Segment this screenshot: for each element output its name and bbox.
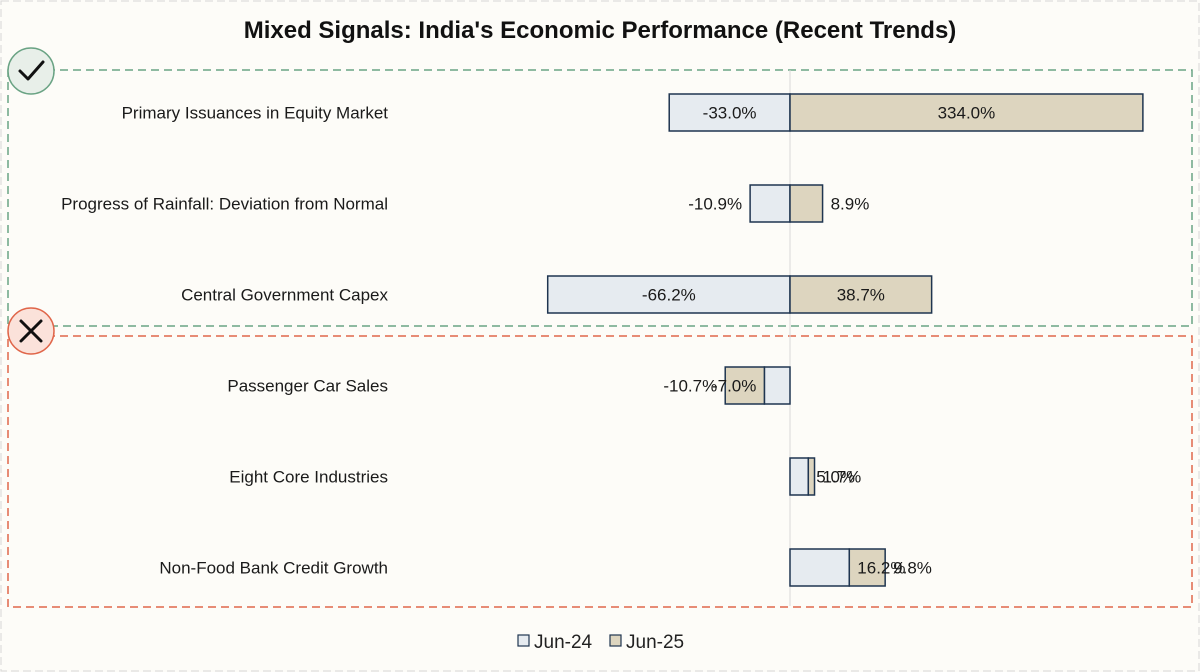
data-label: -7.0% xyxy=(712,377,756,396)
data-label: 5.0% xyxy=(816,468,855,487)
legend-item: Jun-24 xyxy=(517,632,593,653)
bar-jun-25 xyxy=(848,548,886,587)
group-frame-positive xyxy=(7,69,1193,327)
legend: Jun-24 Jun-25 xyxy=(517,632,684,653)
data-label: 1.7% xyxy=(823,468,862,487)
bar-jun-24 xyxy=(749,184,791,223)
category-label: Eight Core Industries xyxy=(229,468,388,487)
chart-title: Mixed Signals: India's Economic Performa… xyxy=(244,17,957,44)
bar-jun-25 xyxy=(724,366,766,405)
legend-item: Jun-25 xyxy=(609,632,684,653)
data-label: 334.0% xyxy=(938,104,996,123)
x-mark-icon xyxy=(7,307,55,355)
data-label: -10.7% xyxy=(663,377,717,396)
group-frame-negative xyxy=(7,335,1193,608)
data-label: -33.0% xyxy=(703,104,757,123)
category-label: Central Government Capex xyxy=(181,286,388,305)
checkmark-icon xyxy=(7,47,55,95)
bars-layer xyxy=(546,93,1144,587)
bar-jun-25 xyxy=(789,184,824,223)
bar-jun-25 xyxy=(789,275,933,314)
bar-jun-24 xyxy=(789,457,810,496)
legend-label: Jun-24 xyxy=(534,632,593,653)
bar-jun-24 xyxy=(789,548,851,587)
category-label: Progress of Rainfall: Deviation from Nor… xyxy=(61,195,388,214)
data-label: -10.9% xyxy=(688,195,742,214)
data-label: 16.2% xyxy=(857,559,905,578)
category-label: Non-Food Bank Credit Growth xyxy=(159,559,388,578)
legend-swatch xyxy=(609,634,622,647)
labels-layer: Primary Issuances in Equity Market -33.0%… xyxy=(61,104,995,578)
legend-swatch xyxy=(517,634,530,647)
bar-jun-24 xyxy=(546,275,791,314)
bar-jun-25 xyxy=(807,457,816,496)
data-label: 38.7% xyxy=(837,286,885,305)
legend-label: Jun-25 xyxy=(626,632,684,653)
category-label: Primary Issuances in Equity Market xyxy=(122,104,389,123)
category-label: Passenger Car Sales xyxy=(227,377,388,396)
data-label: 8.9% xyxy=(831,195,870,214)
data-label: 9.8% xyxy=(893,559,932,578)
bar-jun-25 xyxy=(789,93,1144,132)
icons-layer xyxy=(7,47,55,355)
bar-jun-24 xyxy=(763,366,791,405)
group-boxes xyxy=(7,69,1193,608)
data-label: -66.2% xyxy=(642,286,696,305)
